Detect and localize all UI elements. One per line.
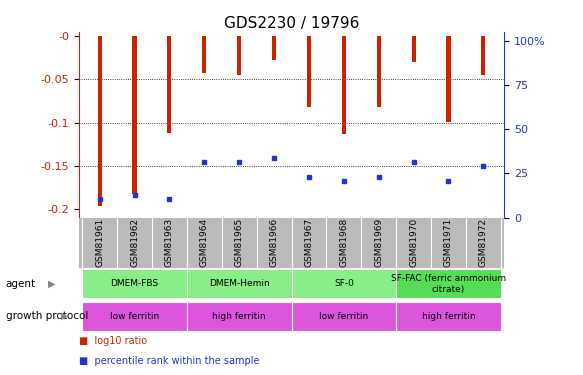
Bar <box>482 36 486 75</box>
Text: GSM81969: GSM81969 <box>374 218 383 267</box>
Bar <box>202 36 206 72</box>
Bar <box>82 269 187 298</box>
Bar <box>292 302 396 330</box>
Bar <box>292 269 396 298</box>
Bar <box>396 302 501 330</box>
Bar <box>396 269 501 298</box>
Text: GSM81963: GSM81963 <box>165 218 174 267</box>
Text: GSM81965: GSM81965 <box>235 218 244 267</box>
Text: high ferritin: high ferritin <box>422 312 475 321</box>
Text: GSM81961: GSM81961 <box>95 218 104 267</box>
Text: GSM81971: GSM81971 <box>444 218 453 267</box>
Text: DMEM-FBS: DMEM-FBS <box>110 279 159 288</box>
Text: ▶: ▶ <box>61 311 69 321</box>
Text: GSM81966: GSM81966 <box>269 218 279 267</box>
Bar <box>187 269 292 298</box>
Text: DMEM-Hemin: DMEM-Hemin <box>209 279 269 288</box>
Text: low ferritin: low ferritin <box>319 312 368 321</box>
Text: ▶: ▶ <box>48 279 56 289</box>
Text: GSM81967: GSM81967 <box>304 218 314 267</box>
Text: SF-0: SF-0 <box>334 279 354 288</box>
Text: GSM81972: GSM81972 <box>479 218 488 267</box>
Bar <box>237 36 241 75</box>
Bar <box>167 36 171 133</box>
Text: SF-FAC (ferric ammonium
citrate): SF-FAC (ferric ammonium citrate) <box>391 274 506 294</box>
Bar <box>307 36 311 107</box>
Text: GSM81970: GSM81970 <box>409 218 418 267</box>
Bar <box>132 36 136 194</box>
Text: ■  percentile rank within the sample: ■ percentile rank within the sample <box>79 357 259 366</box>
Text: GSM81968: GSM81968 <box>339 218 348 267</box>
Bar <box>342 36 346 134</box>
Text: ■  log10 ratio: ■ log10 ratio <box>79 336 147 346</box>
Bar <box>82 302 187 330</box>
Bar <box>412 36 416 62</box>
Text: high ferritin: high ferritin <box>212 312 266 321</box>
Text: GSM81964: GSM81964 <box>200 218 209 267</box>
Bar <box>377 36 381 107</box>
Title: GDS2230 / 19796: GDS2230 / 19796 <box>224 16 359 31</box>
Bar <box>272 36 276 60</box>
Text: growth protocol: growth protocol <box>6 311 88 321</box>
Text: GSM81962: GSM81962 <box>130 218 139 267</box>
Text: low ferritin: low ferritin <box>110 312 159 321</box>
Bar <box>187 302 292 330</box>
Bar <box>97 36 101 207</box>
Bar <box>447 36 451 122</box>
Text: agent: agent <box>6 279 36 289</box>
